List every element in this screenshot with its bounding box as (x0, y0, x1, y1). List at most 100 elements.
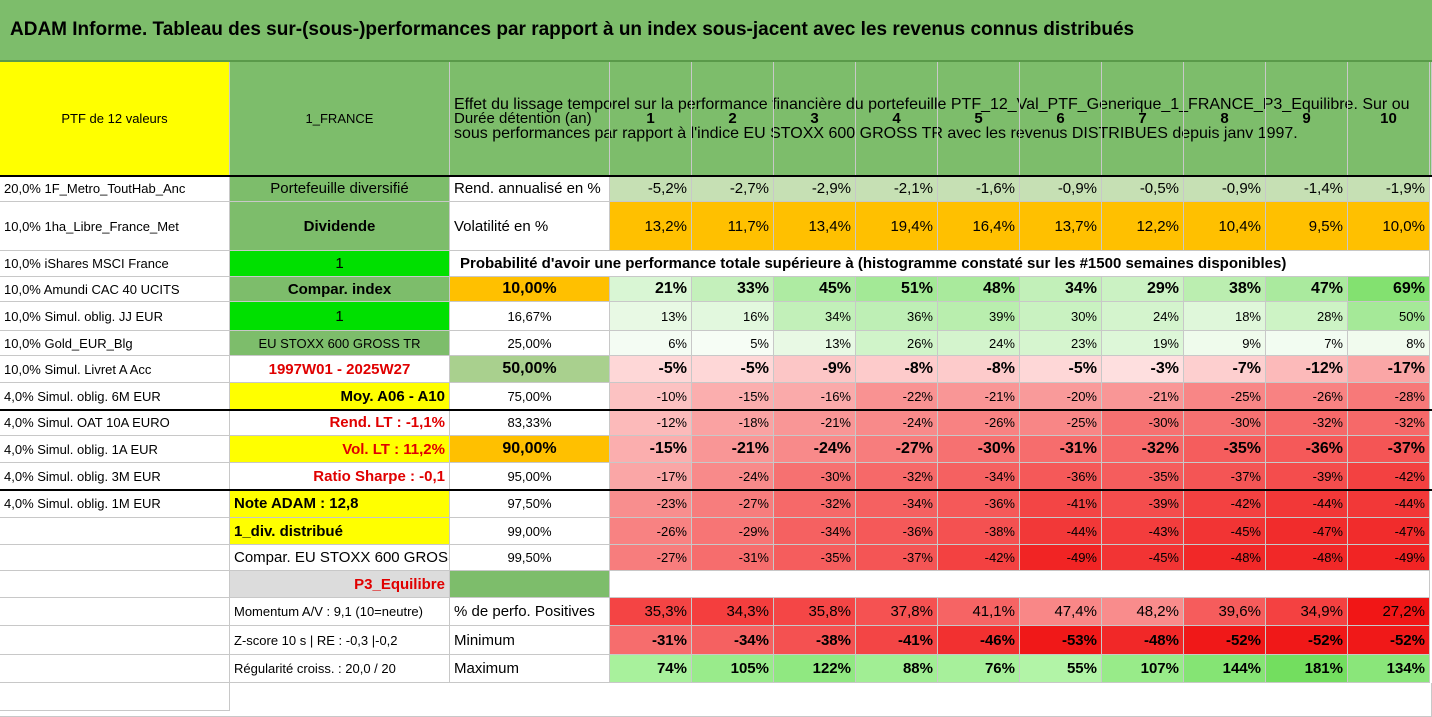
percentile-value: -37% (1348, 436, 1430, 463)
empty-cell (0, 571, 230, 598)
holding-item: 4,0% Simul. OAT 10A EURO (0, 410, 230, 436)
dividend-value: 1 (230, 251, 450, 277)
min-value: -52% (1348, 626, 1430, 655)
vol-value: 11,7% (692, 202, 774, 251)
empty-cell (0, 598, 230, 626)
min-value: -52% (1266, 626, 1348, 655)
percentile-value: 24% (1102, 302, 1184, 331)
percentile-value: -8% (856, 356, 938, 383)
percentile-value: 13% (610, 302, 692, 331)
percentile-value: -39% (1266, 463, 1348, 490)
pos-value: 35,3% (610, 598, 692, 626)
max-value: 144% (1184, 655, 1266, 683)
report-title: ADAM Informe. Tableau des sur-(sous-)per… (0, 0, 1432, 62)
empty-cell (0, 518, 230, 545)
min-value: -41% (856, 626, 938, 655)
percentile-label: 99,00% (450, 518, 610, 545)
percentile-value: -17% (1348, 356, 1430, 383)
pos-value: 48,2% (1102, 598, 1184, 626)
min-value: -31% (610, 626, 692, 655)
compar-index-value: 1 (230, 302, 450, 331)
percentile-value: -35% (774, 545, 856, 571)
percentile-value: -34% (856, 490, 938, 518)
percentile-value: -44% (1348, 490, 1430, 518)
percentile-value: 21% (610, 277, 692, 302)
moy-label: Moy. A06 - A10 (230, 383, 450, 410)
percentile-value: -12% (1266, 356, 1348, 383)
pos-value: 27,2% (1348, 598, 1430, 626)
percentile-value: -24% (774, 436, 856, 463)
separator-line (0, 409, 1432, 411)
vol-value: 16,4% (938, 202, 1020, 251)
percentile-value: -32% (774, 490, 856, 518)
max-value: 181% (1266, 655, 1348, 683)
percentile-value: -27% (856, 436, 938, 463)
percentile-value: -12% (610, 410, 692, 436)
note-adam: Note ADAM : 12,8 (230, 490, 450, 518)
vol-value: 12,2% (1102, 202, 1184, 251)
rend-value: -1,4% (1266, 176, 1348, 202)
profile-label: P3_Equilibre (230, 571, 450, 598)
rend-value: -0,9% (1184, 176, 1266, 202)
percentile-value: 29% (1102, 277, 1184, 302)
percentile-value: -32% (1348, 410, 1430, 436)
percentile-value: 34% (774, 302, 856, 331)
percentile-value: -49% (1348, 545, 1430, 571)
max-value: 105% (692, 655, 774, 683)
compar-full: Compar. EU STOXX 600 GROSS TR (230, 545, 450, 571)
percentile-value: -20% (1020, 383, 1102, 410)
holding-item: 10,0% iShares MSCI France (0, 251, 230, 277)
percentile-value: -9% (774, 356, 856, 383)
probability-title: Probabilité d'avoir une performance tota… (450, 251, 1430, 277)
percentile-value: -35% (1184, 436, 1266, 463)
percentile-value: -15% (692, 383, 774, 410)
vol-value: 13,2% (610, 202, 692, 251)
percentile-value: -18% (692, 410, 774, 436)
percentile-value: -48% (1266, 545, 1348, 571)
percentile-value: -45% (1102, 545, 1184, 571)
year-header: 4 (856, 62, 938, 176)
vol-value: 10,0% (1348, 202, 1430, 251)
momentum: Momentum A/V : 9,1 (10=neutre) (230, 598, 450, 626)
min-value: -48% (1102, 626, 1184, 655)
year-header: 6 (1020, 62, 1102, 176)
percentile-label: 90,00% (450, 436, 610, 463)
percentile-value: -16% (774, 383, 856, 410)
rend-value: -1,9% (1348, 176, 1430, 202)
holding-item: 4,0% Simul. oblig. 1A EUR (0, 436, 230, 463)
percentile-value: -44% (1266, 490, 1348, 518)
percentile-value: -30% (774, 463, 856, 490)
percentile-value: 23% (1020, 331, 1102, 356)
pos-value: 34,9% (1266, 598, 1348, 626)
percentile-value: 30% (1020, 302, 1102, 331)
percentile-value: -36% (856, 518, 938, 545)
percentile-value: 38% (1184, 277, 1266, 302)
holdings-header: PTF de 12 valeurs (0, 62, 230, 176)
max-value: 134% (1348, 655, 1430, 683)
compar-index-label: Compar. index (230, 277, 450, 302)
holding-item: 4,0% Simul. oblig. 1M EUR (0, 490, 230, 518)
percentile-value: -31% (692, 545, 774, 571)
percentile-value: -31% (1020, 436, 1102, 463)
percentile-value: 24% (938, 331, 1020, 356)
percentile-label: 50,00% (450, 356, 610, 383)
percentile-value: -26% (1266, 383, 1348, 410)
percentile-value: -21% (692, 436, 774, 463)
percentile-value: 8% (1348, 331, 1430, 356)
percentile-value: 45% (774, 277, 856, 302)
percentile-value: -25% (1020, 410, 1102, 436)
percentile-value: -39% (1102, 490, 1184, 518)
year-header: 7 (1102, 62, 1184, 176)
year-header: 3 (774, 62, 856, 176)
rend-lt: Rend. LT : -1,1% (230, 410, 450, 436)
percentile-value: -44% (1020, 518, 1102, 545)
percentile-value: -35% (1102, 463, 1184, 490)
percentile-value: 18% (1184, 302, 1266, 331)
empty-cell (0, 683, 230, 711)
min-value: -52% (1184, 626, 1266, 655)
percentile-value: -21% (1102, 383, 1184, 410)
percentile-value: 5% (692, 331, 774, 356)
portfolio-type: Portefeuille diversifié (230, 176, 450, 202)
ratio-sharpe: Ratio Sharpe : -0,1 (230, 463, 450, 490)
